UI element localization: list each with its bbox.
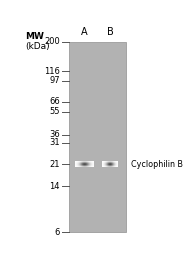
Text: A: A — [81, 27, 88, 37]
Text: (kDa): (kDa) — [26, 42, 50, 51]
Text: Cyclophilin B: Cyclophilin B — [131, 160, 183, 169]
Text: 31: 31 — [49, 139, 60, 147]
Text: B: B — [107, 27, 113, 37]
Text: 14: 14 — [50, 182, 60, 191]
Text: 55: 55 — [50, 107, 60, 116]
Bar — [69, 42, 126, 232]
Text: 200: 200 — [44, 37, 60, 46]
Text: MW: MW — [26, 31, 45, 41]
Text: 97: 97 — [49, 76, 60, 86]
Text: 66: 66 — [49, 97, 60, 106]
Text: 21: 21 — [50, 160, 60, 169]
Text: 6: 6 — [55, 228, 60, 237]
Text: 116: 116 — [44, 67, 60, 76]
Text: 36: 36 — [49, 130, 60, 139]
